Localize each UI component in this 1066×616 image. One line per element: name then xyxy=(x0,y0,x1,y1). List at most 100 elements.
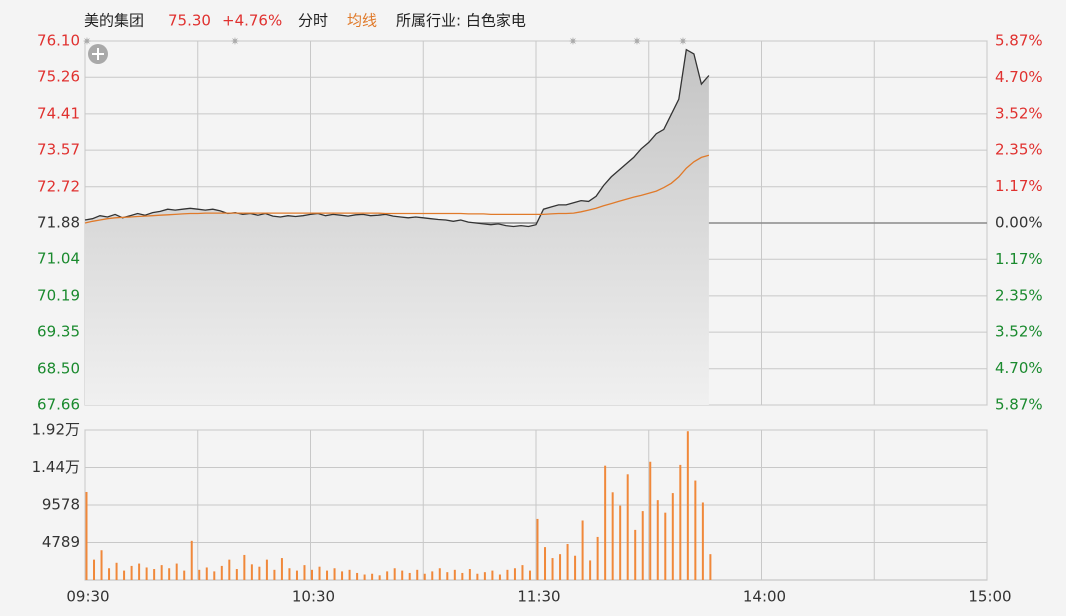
volume-bar xyxy=(318,566,321,580)
volume-bar xyxy=(265,559,268,580)
volume-bar xyxy=(115,562,118,580)
volume-bar xyxy=(130,565,133,580)
y2-tick-label: 4.70% xyxy=(995,359,1043,377)
volume-bar xyxy=(235,569,238,580)
volume-bar xyxy=(483,572,486,580)
volume-bar xyxy=(656,500,659,580)
y-tick-label: 74.41 xyxy=(37,104,80,122)
volume-bar xyxy=(228,559,231,580)
volume-bar xyxy=(100,550,103,580)
volume-bar xyxy=(220,565,223,580)
y-tick-label: 71.88 xyxy=(37,214,80,232)
volume-bar xyxy=(145,567,148,580)
volume-bar xyxy=(258,566,261,580)
volume-bar xyxy=(326,570,329,580)
volume-bar xyxy=(408,572,411,580)
volume-bar xyxy=(213,571,216,580)
volume-bar xyxy=(438,568,441,580)
volume-bar xyxy=(528,570,531,580)
volume-bar xyxy=(288,568,291,580)
volume-bar xyxy=(468,569,471,580)
volume-bar xyxy=(311,569,313,580)
volume-bar xyxy=(701,502,704,580)
volume-bar xyxy=(295,570,298,580)
volume-bar xyxy=(544,547,547,580)
volume-bar xyxy=(446,572,449,580)
y2-tick-label: 1.17% xyxy=(995,250,1043,268)
event-markers: ✷ ✷ ✷ ✷ ✷ xyxy=(82,35,687,48)
y2-tick-label: 5.87% xyxy=(995,32,1043,50)
volume-bar xyxy=(190,540,193,580)
y2-tick-label: 4.70% xyxy=(995,68,1043,86)
volume-bar xyxy=(280,558,283,580)
volume-bar xyxy=(273,569,276,580)
y-tick-label: 9578 xyxy=(42,496,80,514)
volume-bar xyxy=(671,493,674,580)
x-tick-label: 15:00 xyxy=(968,588,1011,606)
volume-bar xyxy=(536,518,539,580)
y-tick-label: 73.57 xyxy=(37,141,80,159)
y-tick-label: 1.92万 xyxy=(32,421,80,439)
volume-bar xyxy=(356,572,359,580)
volume-bar xyxy=(160,565,163,580)
y2-tick-label: 1.17% xyxy=(995,177,1043,195)
y2-tick-label: 2.35% xyxy=(995,286,1043,304)
volume-bar xyxy=(491,570,494,580)
volume-bar xyxy=(108,568,111,580)
volume-bar xyxy=(551,558,554,580)
volume-bar xyxy=(694,480,697,580)
volume-bar xyxy=(401,570,404,580)
panels: 76.10 75.26 74.41 73.57 72.72 71.88 71.04 70.19… xyxy=(32,32,1043,606)
volume-bar xyxy=(198,569,201,580)
price-line xyxy=(84,48,710,228)
y2-tick-label: 2.35% xyxy=(995,141,1043,159)
industry-label: 所属行业: 白色家电 xyxy=(396,12,526,30)
volume-bar xyxy=(386,571,389,580)
y-tick-label: 71.04 xyxy=(37,250,80,268)
y-tick-label: 67.66 xyxy=(37,396,80,414)
add-button[interactable] xyxy=(88,44,108,64)
add-button-icon[interactable] xyxy=(92,48,104,60)
volume-bar xyxy=(634,529,637,580)
volume-bar xyxy=(168,568,171,580)
stock-change: +4.76% xyxy=(222,12,282,30)
volume-bar xyxy=(183,570,186,580)
volume-bar xyxy=(664,512,667,580)
volume-bar xyxy=(589,560,592,580)
volume-bar xyxy=(371,573,374,580)
volume-bar xyxy=(619,505,622,580)
mode-label: 分时 xyxy=(298,12,328,30)
y2-tick-label: 3.52% xyxy=(995,104,1043,122)
volume-bar xyxy=(85,491,88,580)
volume-bar xyxy=(175,563,178,580)
volume-bar xyxy=(476,573,479,580)
volume-bar xyxy=(626,474,629,580)
event-marker: ✷ xyxy=(632,35,641,48)
volume-bar xyxy=(513,568,516,580)
volume-bar xyxy=(709,554,712,580)
volume-bar xyxy=(559,554,562,580)
volume-bar xyxy=(498,574,501,580)
volume-bar xyxy=(423,573,426,580)
volume-bar xyxy=(250,564,253,580)
y-tick-label: 75.26 xyxy=(37,68,80,86)
y-tick-label: 68.50 xyxy=(37,359,80,377)
volume-bar xyxy=(138,563,141,580)
event-marker: ✷ xyxy=(568,35,577,48)
volume-bar xyxy=(581,520,584,580)
volume-bar xyxy=(243,554,246,580)
stock-name: 美的集团 xyxy=(84,12,144,30)
y2-tick-label: 5.87% xyxy=(995,396,1043,414)
volume-bar xyxy=(649,461,652,580)
volume-bar xyxy=(453,569,456,580)
volume-bar xyxy=(333,568,336,580)
legend-entry: 均线 xyxy=(347,12,377,30)
volume-bar xyxy=(416,569,419,580)
y-tick-label: 72.72 xyxy=(37,177,80,195)
volume-bar xyxy=(506,569,509,580)
volume-bar xyxy=(393,568,396,580)
y-tick-label: 4789 xyxy=(42,533,80,551)
event-marker: ✷ xyxy=(678,35,687,48)
volume-bar xyxy=(341,571,344,580)
